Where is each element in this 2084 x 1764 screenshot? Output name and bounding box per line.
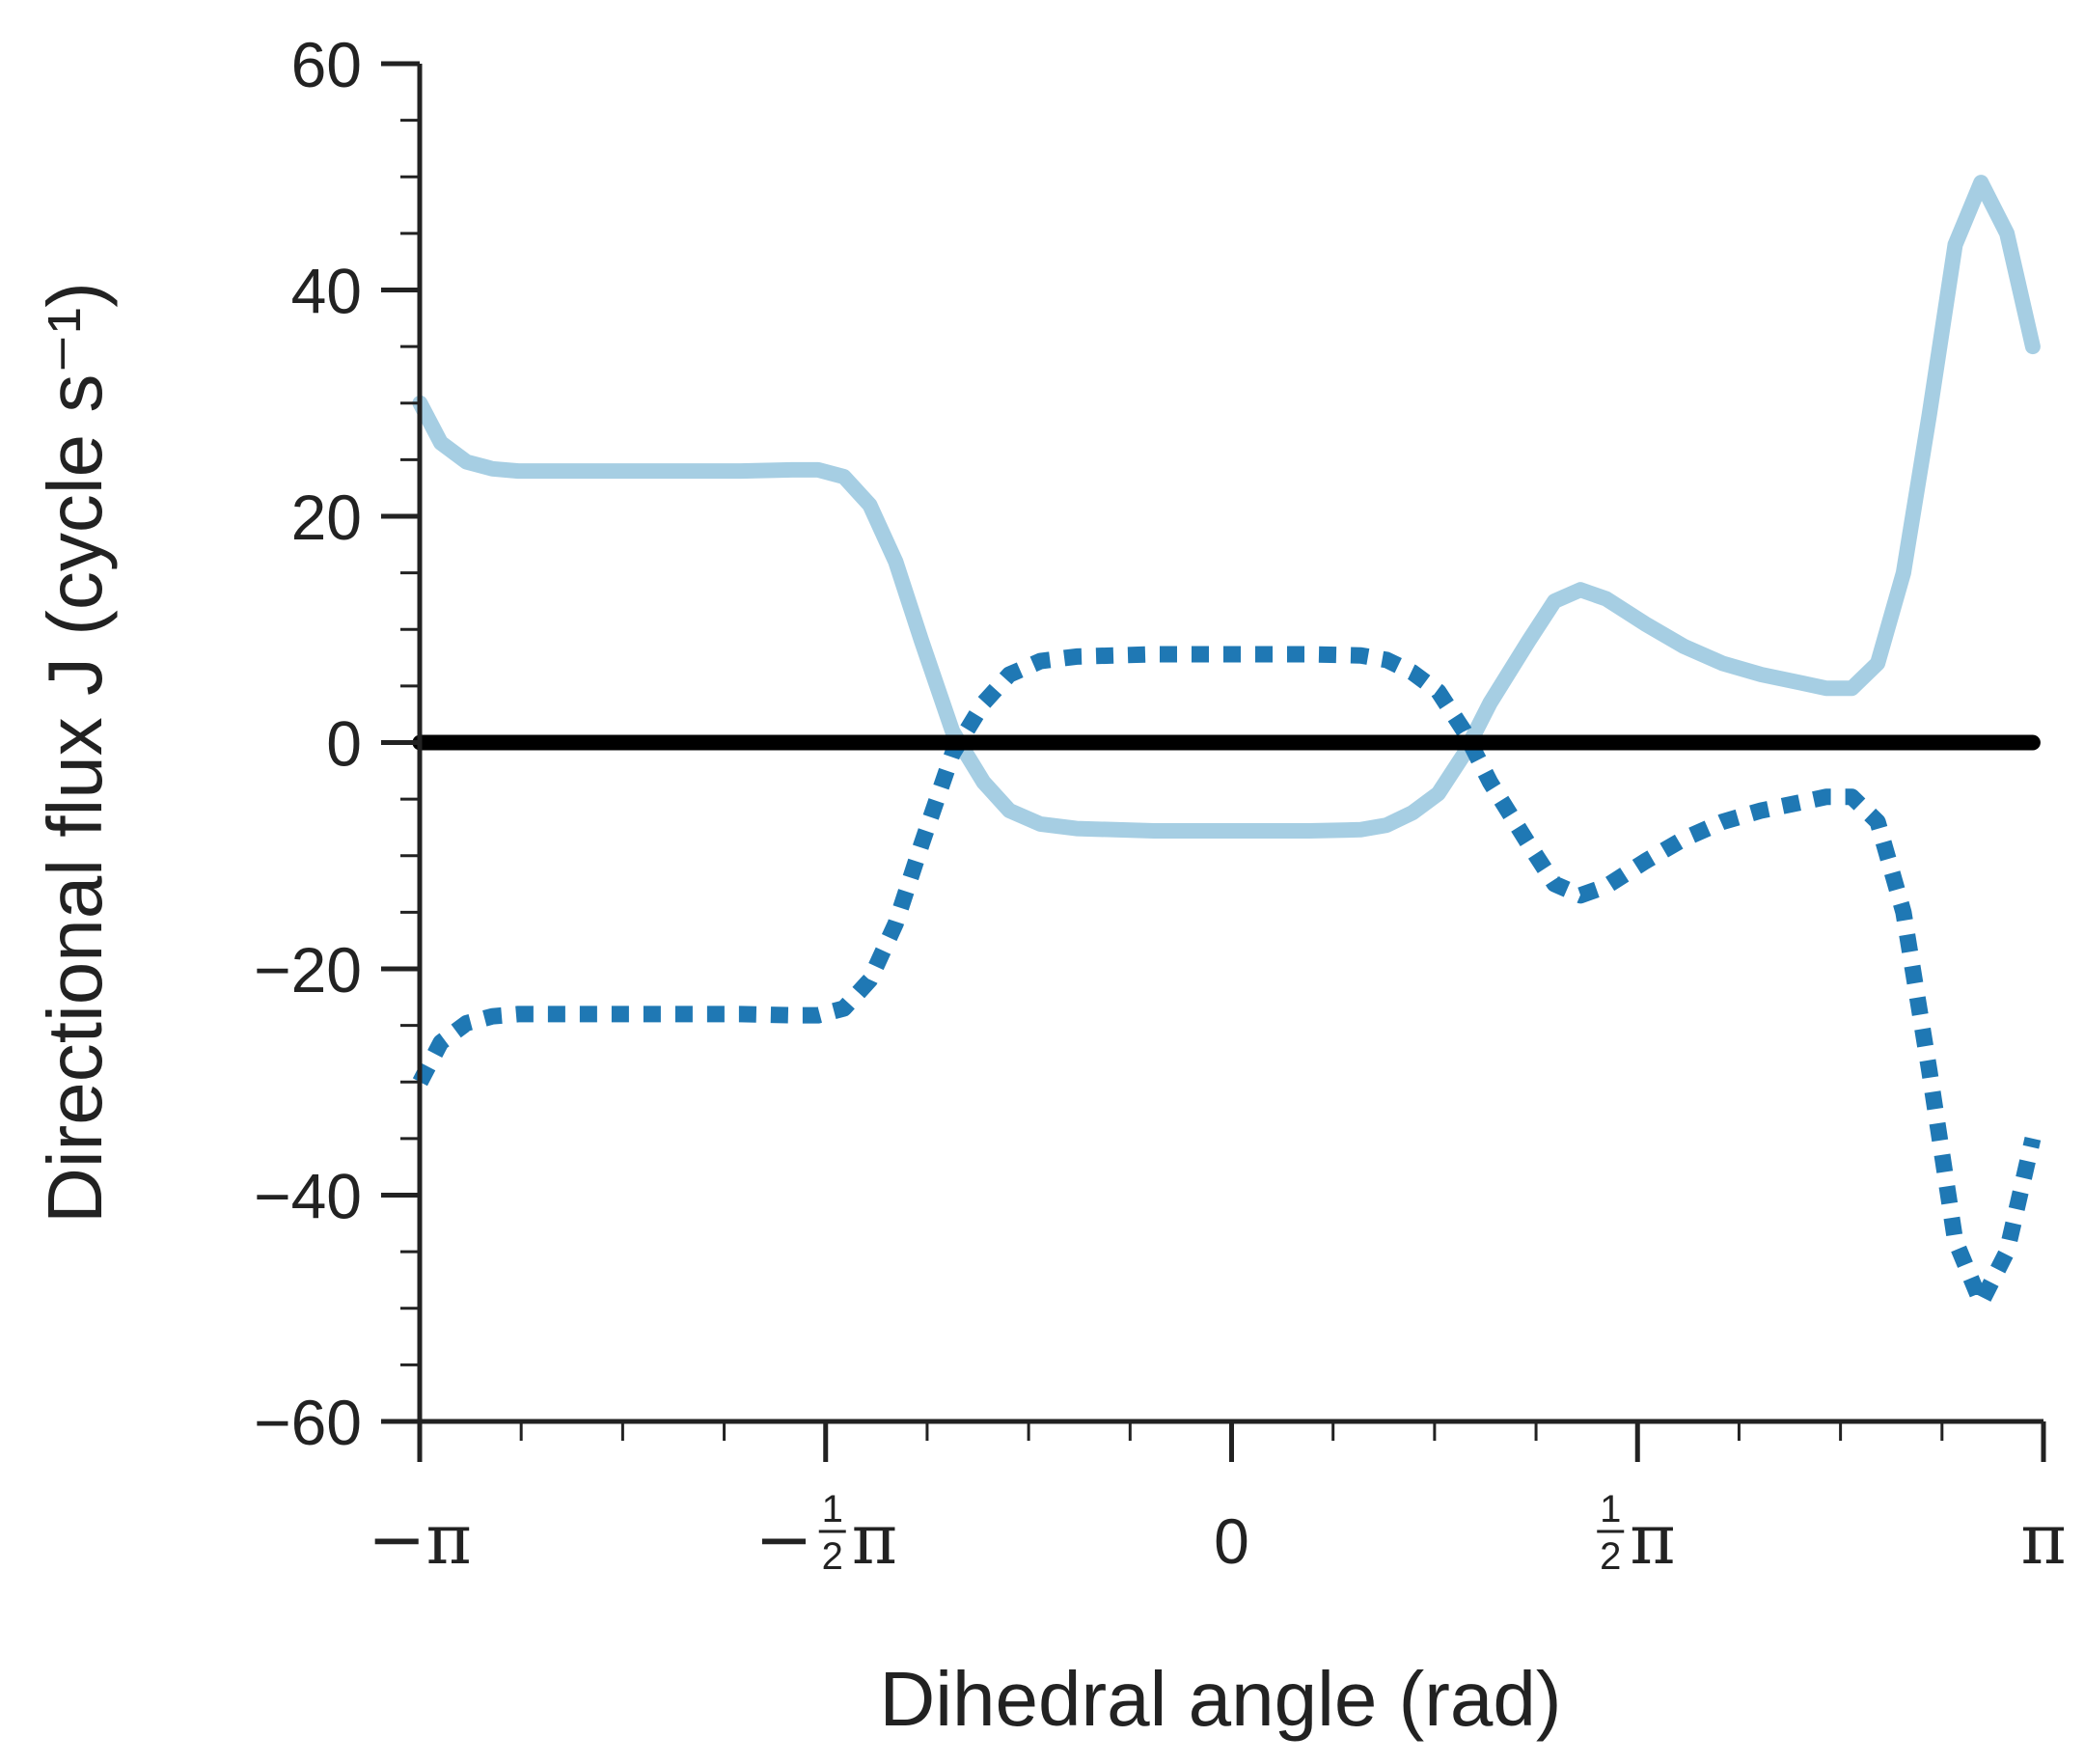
x-tick-text: 0 bbox=[1214, 1505, 1249, 1577]
x-tick-label: 0 bbox=[1214, 1505, 1249, 1577]
series-line-1 bbox=[412, 175, 2041, 839]
x-tick-label: −π bbox=[368, 1499, 472, 1580]
x-tick-denominator: 2 bbox=[822, 1535, 843, 1578]
y-axis-title: Directional flux J (cycle s⁻¹) bbox=[32, 282, 118, 1224]
x-tick-label: 1 2 π bbox=[1597, 1488, 1676, 1580]
y-tick-label: 20 bbox=[291, 482, 362, 553]
x-tick-denominator: 2 bbox=[1600, 1535, 1621, 1578]
x-tick-numerator: 1 bbox=[822, 1488, 843, 1530]
y-tick-label: 40 bbox=[291, 256, 362, 327]
x-tick-numerator: 1 bbox=[1600, 1488, 1621, 1530]
series-layer bbox=[412, 175, 2042, 1311]
y-tick-label: −40 bbox=[254, 1161, 362, 1232]
series-line-2 bbox=[412, 646, 2042, 1311]
x-tick-pi: π bbox=[1630, 1499, 1675, 1580]
x-tick-pi: π bbox=[852, 1499, 897, 1580]
y-tick-label: 60 bbox=[291, 29, 362, 100]
x-tick-label: π bbox=[2020, 1499, 2066, 1580]
x-tick-label: −1 2 π bbox=[754, 1488, 897, 1580]
x-axis-title: Dihedral angle (rad) bbox=[879, 1656, 1561, 1742]
x-tick-text: π bbox=[2020, 1499, 2066, 1580]
y-tick-label: 0 bbox=[326, 708, 362, 780]
x-tick-minus: − bbox=[754, 1499, 812, 1580]
y-tick-label: −20 bbox=[254, 934, 362, 1006]
y-tick-label: −60 bbox=[254, 1387, 362, 1458]
axes-layer bbox=[381, 61, 2046, 1462]
x-tick-text: −π bbox=[368, 1499, 472, 1580]
